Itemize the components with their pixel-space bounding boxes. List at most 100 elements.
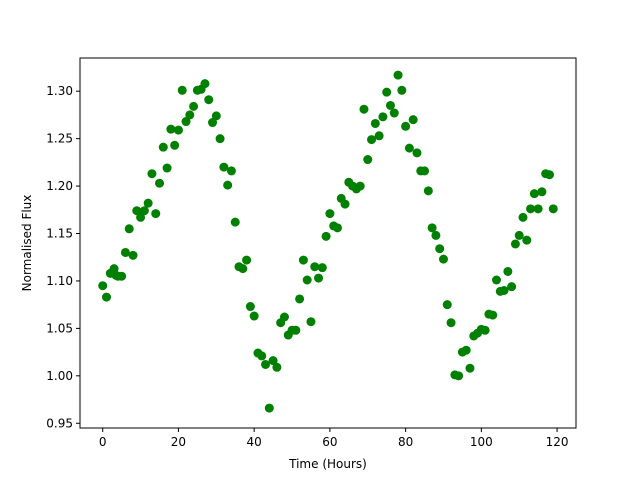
data-point <box>510 239 520 249</box>
data-point <box>257 351 267 361</box>
data-point <box>177 85 187 95</box>
data-point <box>533 204 543 214</box>
data-point <box>208 118 218 128</box>
data-point <box>117 271 127 281</box>
data-point <box>185 110 195 120</box>
data-point <box>302 275 312 285</box>
data-point <box>393 70 403 80</box>
data-point <box>139 206 149 216</box>
data-point <box>522 235 532 245</box>
y-tick-label: 1.10 <box>46 274 73 288</box>
data-point <box>136 212 146 222</box>
data-point <box>306 317 316 327</box>
data-point <box>408 115 418 125</box>
data-point <box>181 117 191 127</box>
data-point <box>272 362 282 372</box>
data-point <box>548 204 558 214</box>
data-point <box>173 125 183 135</box>
data-point <box>295 294 305 304</box>
x-tick-label: 40 <box>247 435 262 449</box>
data-point <box>438 254 448 264</box>
data-point <box>435 244 445 254</box>
data-point <box>529 189 539 199</box>
data-point <box>143 198 153 208</box>
data-point <box>321 231 331 241</box>
y-tick-label: 1.00 <box>46 369 73 383</box>
y-tick-label: 1.30 <box>46 84 73 98</box>
data-point <box>385 100 395 110</box>
data-point <box>189 101 199 111</box>
data-point <box>518 212 528 222</box>
data-point <box>151 209 161 219</box>
data-point <box>98 281 108 291</box>
y-axis: 0.95 1.00 1.05 1.10 1.15 1.20 1.25 1.30 <box>46 84 80 430</box>
data-point <box>332 223 342 233</box>
data-point <box>491 275 501 285</box>
data-point <box>310 262 320 272</box>
data-point <box>219 162 229 172</box>
data-point <box>370 118 380 128</box>
data-point <box>204 95 214 105</box>
data-point <box>200 79 210 89</box>
x-axis: 0 20 40 60 80 100 120 <box>99 428 569 449</box>
data-point <box>268 356 278 366</box>
x-tick-label: 60 <box>322 435 337 449</box>
data-point <box>298 255 308 265</box>
x-tick-label: 100 <box>470 435 493 449</box>
x-tick-label: 20 <box>171 435 186 449</box>
data-point <box>314 273 324 283</box>
data-point <box>442 300 452 310</box>
data-point <box>158 142 168 152</box>
x-tick-label: 80 <box>398 435 413 449</box>
data-point <box>249 311 259 321</box>
data-point <box>223 180 233 190</box>
data-point <box>526 204 536 214</box>
data-point <box>374 131 384 141</box>
data-point <box>404 143 414 153</box>
data-point <box>102 292 111 302</box>
data-point <box>264 403 274 413</box>
data-point <box>317 263 327 273</box>
data-point <box>325 209 335 219</box>
data-point <box>242 255 252 265</box>
data-point <box>211 111 221 121</box>
data-point <box>480 325 490 335</box>
data-point <box>355 181 365 191</box>
y-axis-label: Normalised Flux <box>20 195 34 292</box>
y-tick-label: 1.20 <box>46 179 73 193</box>
data-point <box>162 163 172 173</box>
data-point <box>378 112 388 122</box>
plot-frame <box>79 57 577 429</box>
data-point <box>238 264 248 274</box>
data-point <box>166 124 176 134</box>
data-point <box>465 363 475 373</box>
data-point <box>382 87 392 97</box>
data-point <box>507 282 517 292</box>
data-point <box>128 250 138 260</box>
data-point <box>155 178 165 188</box>
y-tick-label: 0.95 <box>46 416 73 430</box>
data-points <box>98 70 558 413</box>
data-point <box>261 359 271 369</box>
data-point <box>412 148 422 158</box>
data-point <box>340 199 350 209</box>
data-point <box>291 325 301 335</box>
data-point <box>279 312 289 322</box>
data-point <box>132 206 142 216</box>
data-point <box>124 224 134 234</box>
data-point <box>431 230 441 240</box>
data-point <box>147 169 157 179</box>
data-point <box>488 310 498 320</box>
x-axis-label: Time (Hours) <box>288 457 367 471</box>
data-point <box>389 108 399 118</box>
data-point <box>245 302 255 312</box>
data-point <box>170 140 180 150</box>
data-point <box>367 135 377 145</box>
data-point <box>120 247 130 257</box>
data-point <box>503 266 513 276</box>
data-point <box>215 134 225 144</box>
data-point <box>226 166 236 176</box>
y-tick-label: 1.15 <box>46 227 73 241</box>
